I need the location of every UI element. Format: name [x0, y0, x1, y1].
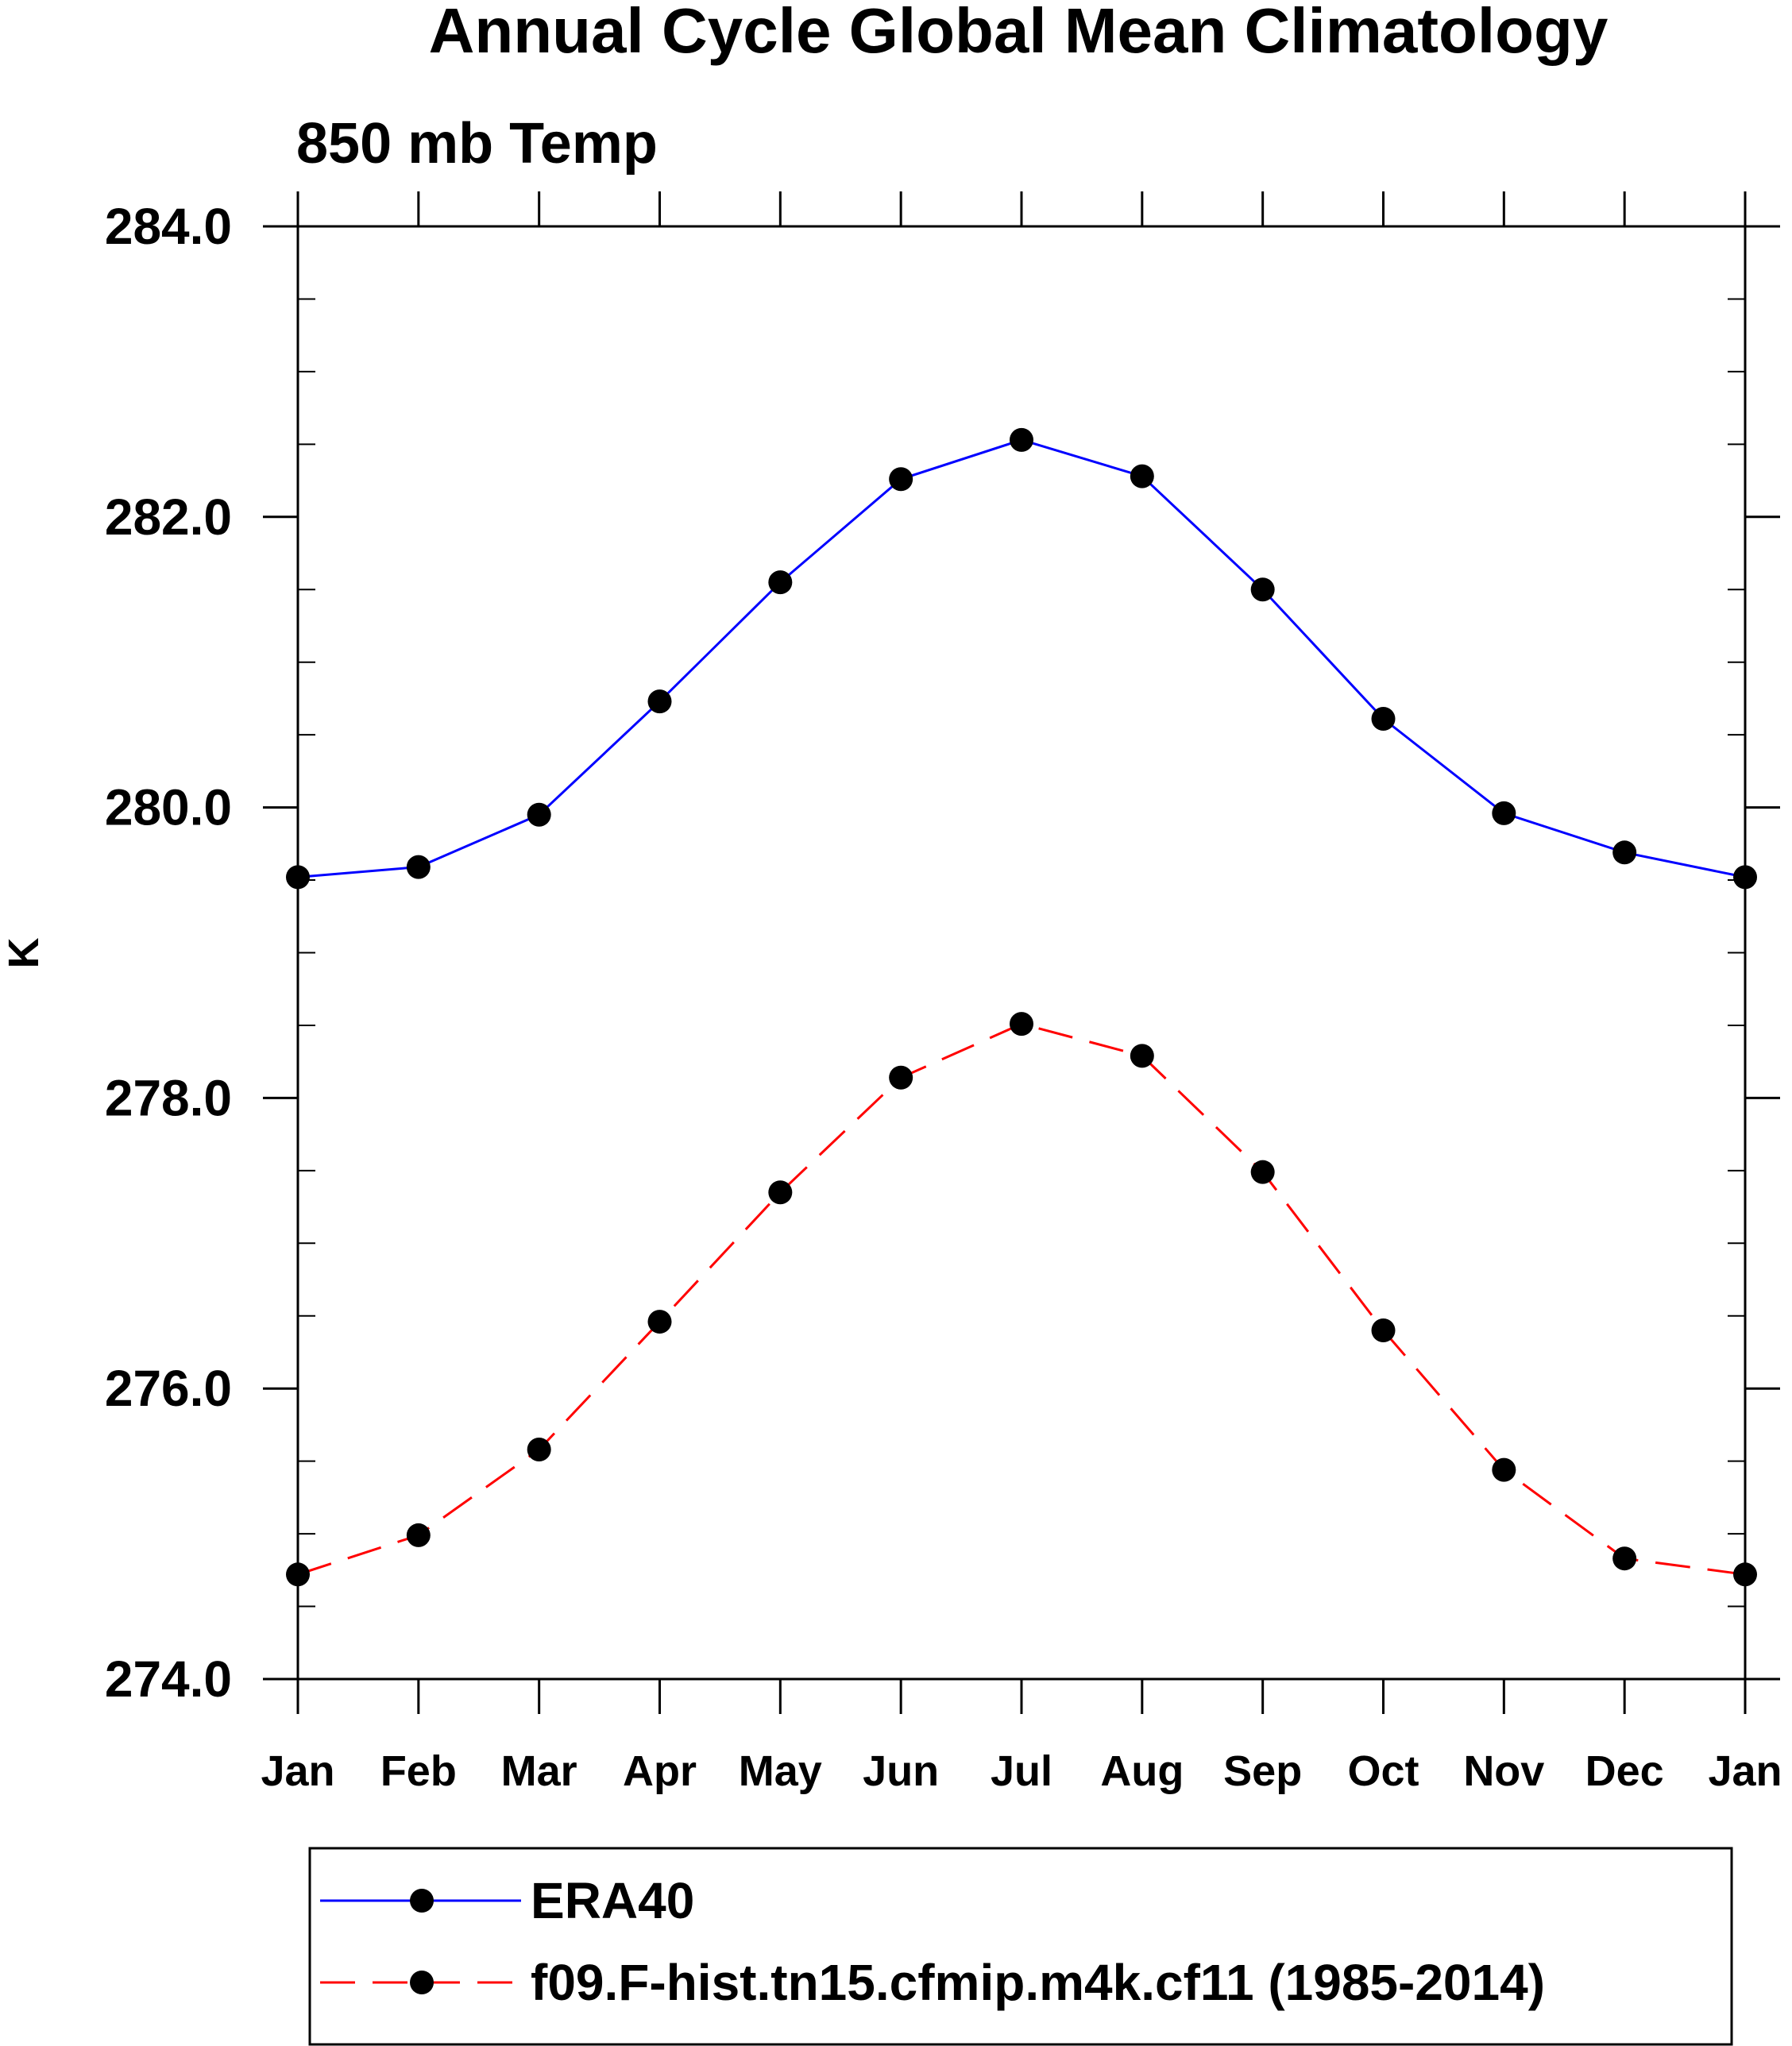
x-tick-label: Oct [1347, 1747, 1419, 1795]
series-2-point [1130, 1044, 1154, 1068]
series-1-point [1010, 427, 1033, 452]
series-2-point [889, 1065, 913, 1090]
series-1-point [1371, 707, 1396, 732]
series-line-2 [297, 1022, 1746, 1576]
x-tick-label: Dec [1585, 1747, 1664, 1795]
series-1-point [889, 467, 913, 492]
plot-marks: Jan Feb Mar Apr May Jun Jul Aug Sep Oct Nov Dec Jan 2… [105, 191, 1782, 1795]
x-tick-label: Nov [1463, 1747, 1544, 1795]
series-2-point [768, 1180, 793, 1205]
series-2-point [1010, 1012, 1033, 1037]
y-axis-label: K [0, 938, 48, 969]
x-tick-label: Aug [1100, 1747, 1184, 1795]
x-tick-label: Jan [1708, 1747, 1782, 1795]
x-tick-label: Sep [1223, 1747, 1302, 1795]
series-2-point [1250, 1160, 1275, 1184]
chart-subtitle: 850 mb Temp [296, 112, 658, 176]
series-1-point [1130, 464, 1154, 488]
legend-label-1: ERA40 [531, 1872, 694, 1929]
x-tick-label: Feb [380, 1747, 457, 1795]
legend-marker-2 [410, 1971, 434, 1994]
y-tick-label: 280.0 [105, 779, 232, 836]
legend-box [308, 1847, 1733, 2046]
x-tick-label: Mar [501, 1747, 577, 1795]
y-tick-label: 282.0 [105, 488, 232, 546]
y-tick-label: 274.0 [105, 1650, 232, 1708]
series-2-point [1612, 1546, 1637, 1571]
chart-title: Annual Cycle Global Mean Climatology [429, 0, 1609, 66]
legend-label-2: f09.F-hist.tn15.cfmip.m4k.cf11 (1985-201… [531, 1954, 1545, 2011]
y-tick-label: 284.0 [105, 198, 232, 255]
x-tick-label: Jul [991, 1747, 1052, 1795]
legend: ERA40 f09.F-hist.tn15.cfmip.m4k.cf11 (198… [308, 1847, 1733, 2046]
series-1-point [647, 689, 672, 714]
series-1-point [1612, 840, 1637, 865]
series-line-1 [297, 438, 1746, 878]
legend-marker-1 [410, 1889, 434, 1913]
x-tick-label: Jan [261, 1747, 334, 1795]
series-2-point [1371, 1318, 1396, 1343]
series-1-point [527, 802, 551, 827]
x-tick-label: May [739, 1747, 822, 1795]
series-2-point [527, 1438, 551, 1462]
x-tick-label: Apr [623, 1747, 697, 1795]
series-1-point [406, 855, 431, 879]
series-1-point [1492, 801, 1516, 825]
series-2-point [647, 1310, 672, 1334]
series-1-point [1250, 577, 1275, 602]
series-1-point [768, 570, 793, 595]
series-2-point [406, 1523, 431, 1547]
x-tick-label: Jun [863, 1747, 939, 1795]
plot-frame [296, 225, 1747, 1681]
series-2-point [1492, 1457, 1516, 1482]
y-tick-label: 278.0 [105, 1069, 232, 1126]
y-tick-label: 276.0 [105, 1360, 232, 1417]
